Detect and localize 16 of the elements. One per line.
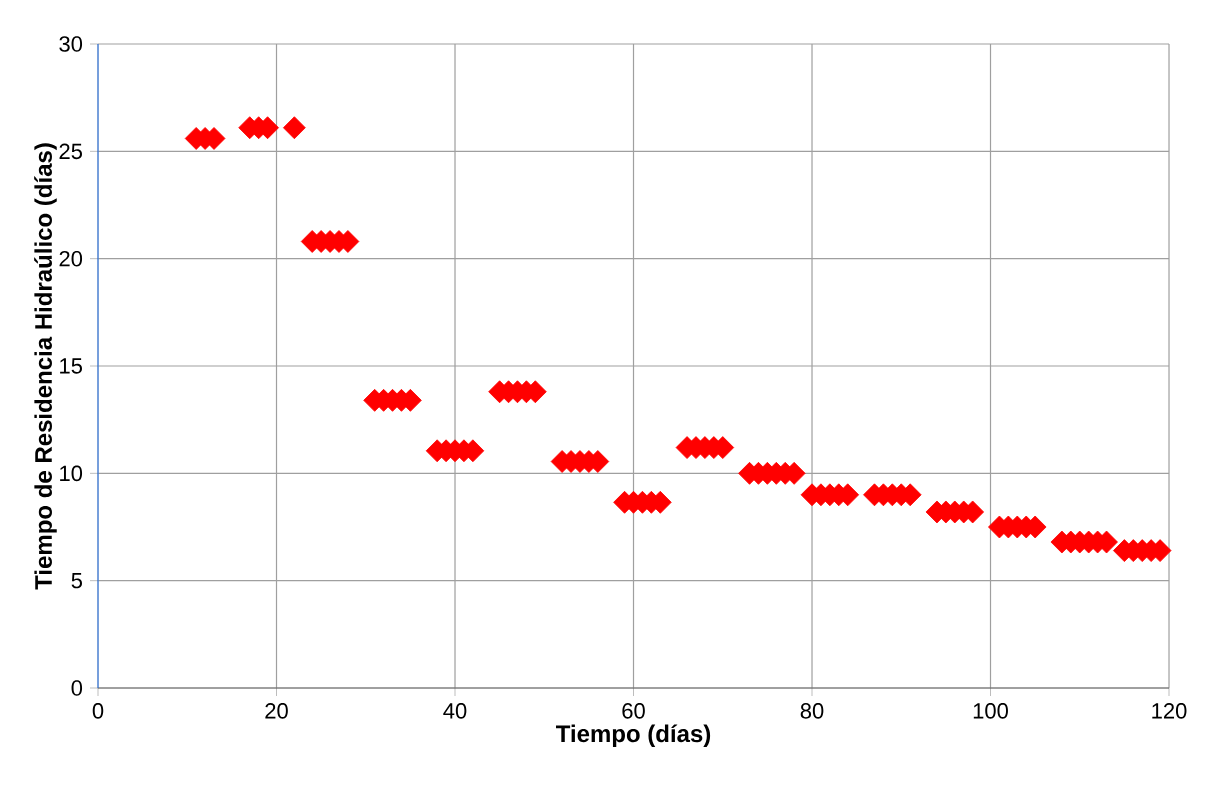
y-tick-label: 30: [59, 36, 83, 52]
x-tick-label: 100: [973, 703, 1008, 719]
y-tick-label: 0: [71, 680, 83, 696]
x-tick-label: 0: [92, 703, 104, 719]
y-tick-label: 10: [60, 465, 83, 482]
x-tick-label: 120: [1152, 703, 1187, 719]
x-tick-label: 20: [265, 703, 288, 719]
x-tick-label: 80: [800, 703, 824, 719]
x-tick-label: 40: [443, 703, 467, 719]
y-tick-label: 5: [71, 573, 82, 589]
x-axis-title: Tiempo (días): [556, 724, 711, 747]
y-tick-label: 25: [59, 143, 82, 160]
y-tick-label: 15: [60, 358, 82, 374]
y-tick-label: 20: [59, 250, 83, 267]
x-tick-label: 60: [622, 703, 645, 719]
y-axis-title: Tiempo de Residencia Hidraúlico (días): [34, 143, 57, 590]
